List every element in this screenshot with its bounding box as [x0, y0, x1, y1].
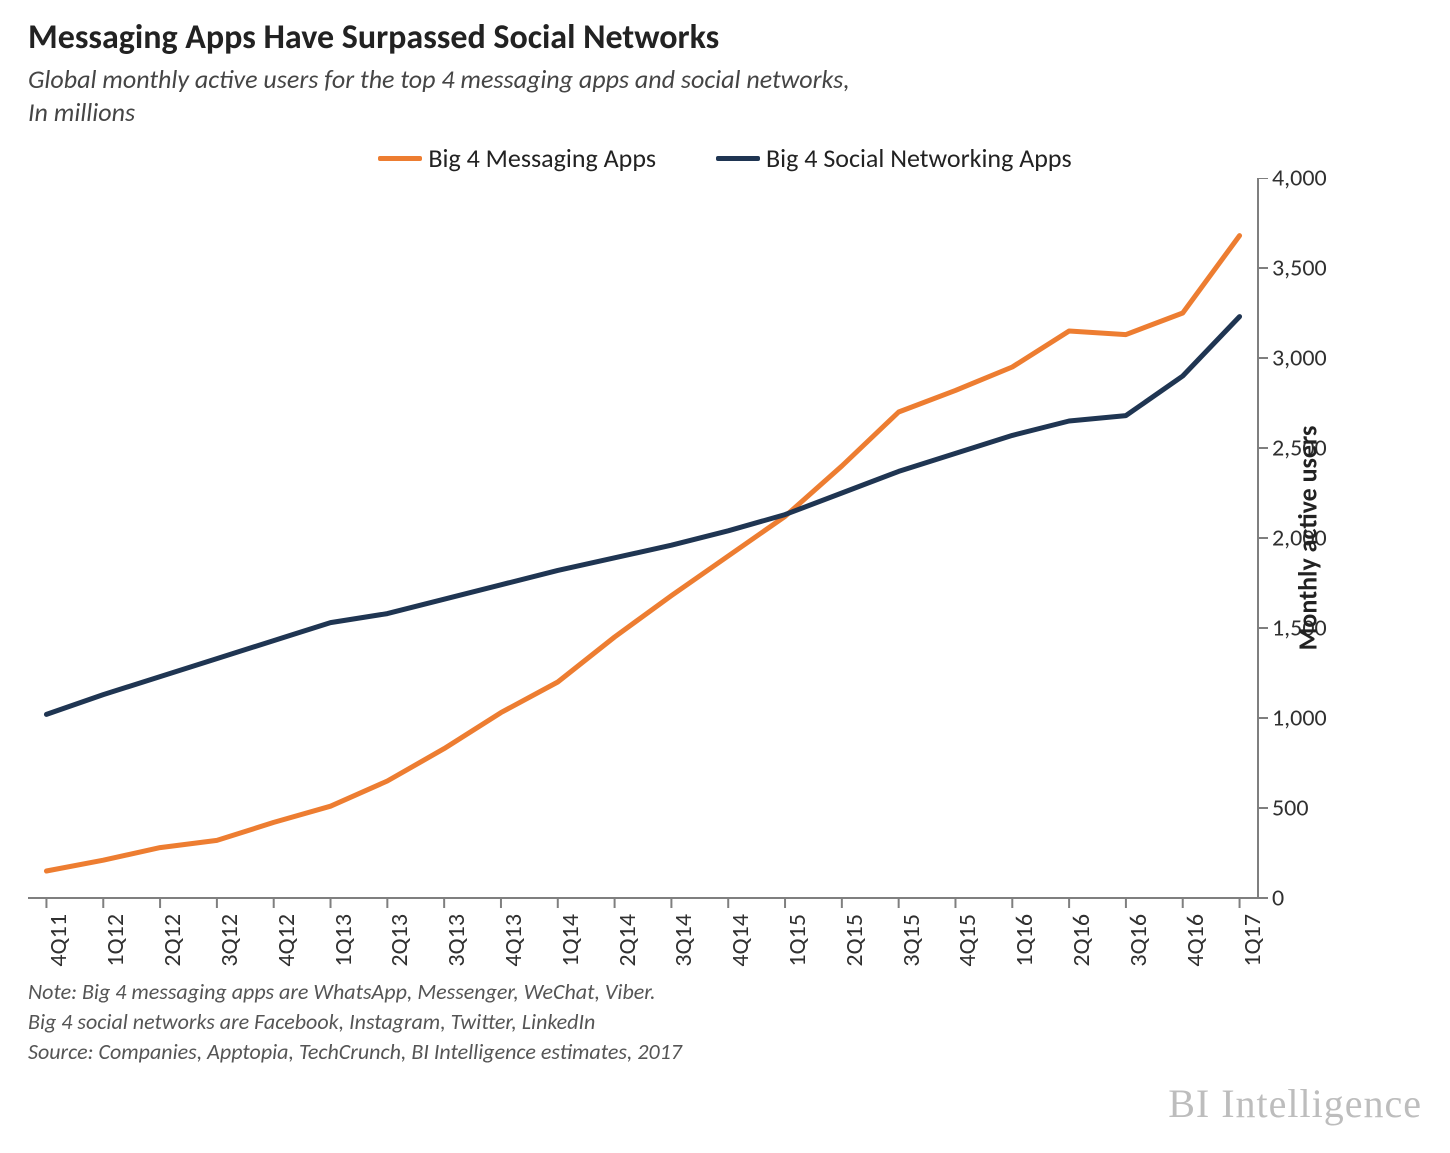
x-tick-label: 1Q14 — [556, 914, 585, 967]
series-line — [46, 317, 1239, 715]
x-tick-label: 1Q12 — [101, 914, 130, 967]
x-tick-label: 2Q14 — [613, 914, 642, 967]
x-tick-label: 2Q15 — [840, 914, 869, 967]
x-tick-label: 4Q16 — [1181, 914, 1210, 967]
x-tick-label: 1Q13 — [329, 914, 358, 967]
x-tick-label: 4Q15 — [953, 914, 982, 967]
legend-item: Big 4 Messaging Apps — [378, 142, 656, 174]
legend-item: Big 4 Social Networking Apps — [716, 142, 1072, 174]
x-tick-label: 1Q17 — [1238, 914, 1267, 967]
x-tick-label: 4Q13 — [499, 914, 528, 967]
chart-container: Messaging Apps Have Surpassed Social Net… — [0, 0, 1450, 1153]
x-tick-label: 1Q16 — [1010, 914, 1039, 967]
y-tick-label: 3,000 — [1258, 344, 1327, 373]
x-tick-label: 3Q12 — [215, 914, 244, 967]
x-tick-label: 2Q12 — [158, 914, 187, 967]
x-tick-label: 4Q11 — [44, 914, 73, 967]
chart-subtitle: Global monthly active users for the top … — [28, 63, 1422, 128]
y-tick-label: 500 — [1258, 794, 1309, 823]
y-tick-label: 1,000 — [1258, 704, 1327, 733]
x-tick-label: 4Q12 — [272, 914, 301, 967]
plot-area: 4Q111Q122Q123Q124Q121Q132Q133Q134Q131Q14… — [28, 178, 1378, 898]
chart-title: Messaging Apps Have Surpassed Social Net… — [28, 18, 1422, 57]
legend-label: Big 4 Social Networking Apps — [766, 142, 1072, 174]
x-tick-label: 2Q13 — [385, 914, 414, 967]
chart-footnotes: Note: Big 4 messaging apps are WhatsApp,… — [28, 977, 1422, 1066]
x-tick-label: 4Q14 — [726, 914, 755, 967]
legend-swatch — [378, 156, 422, 161]
x-tick-label: 3Q13 — [442, 914, 471, 967]
x-tick-label: 3Q14 — [669, 914, 698, 967]
y-tick-label: 3,500 — [1258, 254, 1327, 283]
x-tick-label: 3Q15 — [897, 914, 926, 967]
brand-watermark: BI Intelligence — [1168, 1080, 1422, 1127]
chart-legend: Big 4 Messaging Apps Big 4 Social Network… — [28, 142, 1422, 174]
x-tick-label: 1Q15 — [783, 914, 812, 967]
legend-label: Big 4 Messaging Apps — [428, 142, 656, 174]
y-tick-label: 4,000 — [1258, 164, 1327, 193]
x-tick-label: 3Q16 — [1124, 914, 1153, 967]
x-tick-label: 2Q16 — [1067, 914, 1096, 967]
y-axis-title: Monthly active users — [1292, 426, 1324, 651]
y-tick-label: 0 — [1258, 884, 1284, 913]
legend-swatch — [716, 156, 760, 161]
plot-svg — [28, 178, 1270, 910]
